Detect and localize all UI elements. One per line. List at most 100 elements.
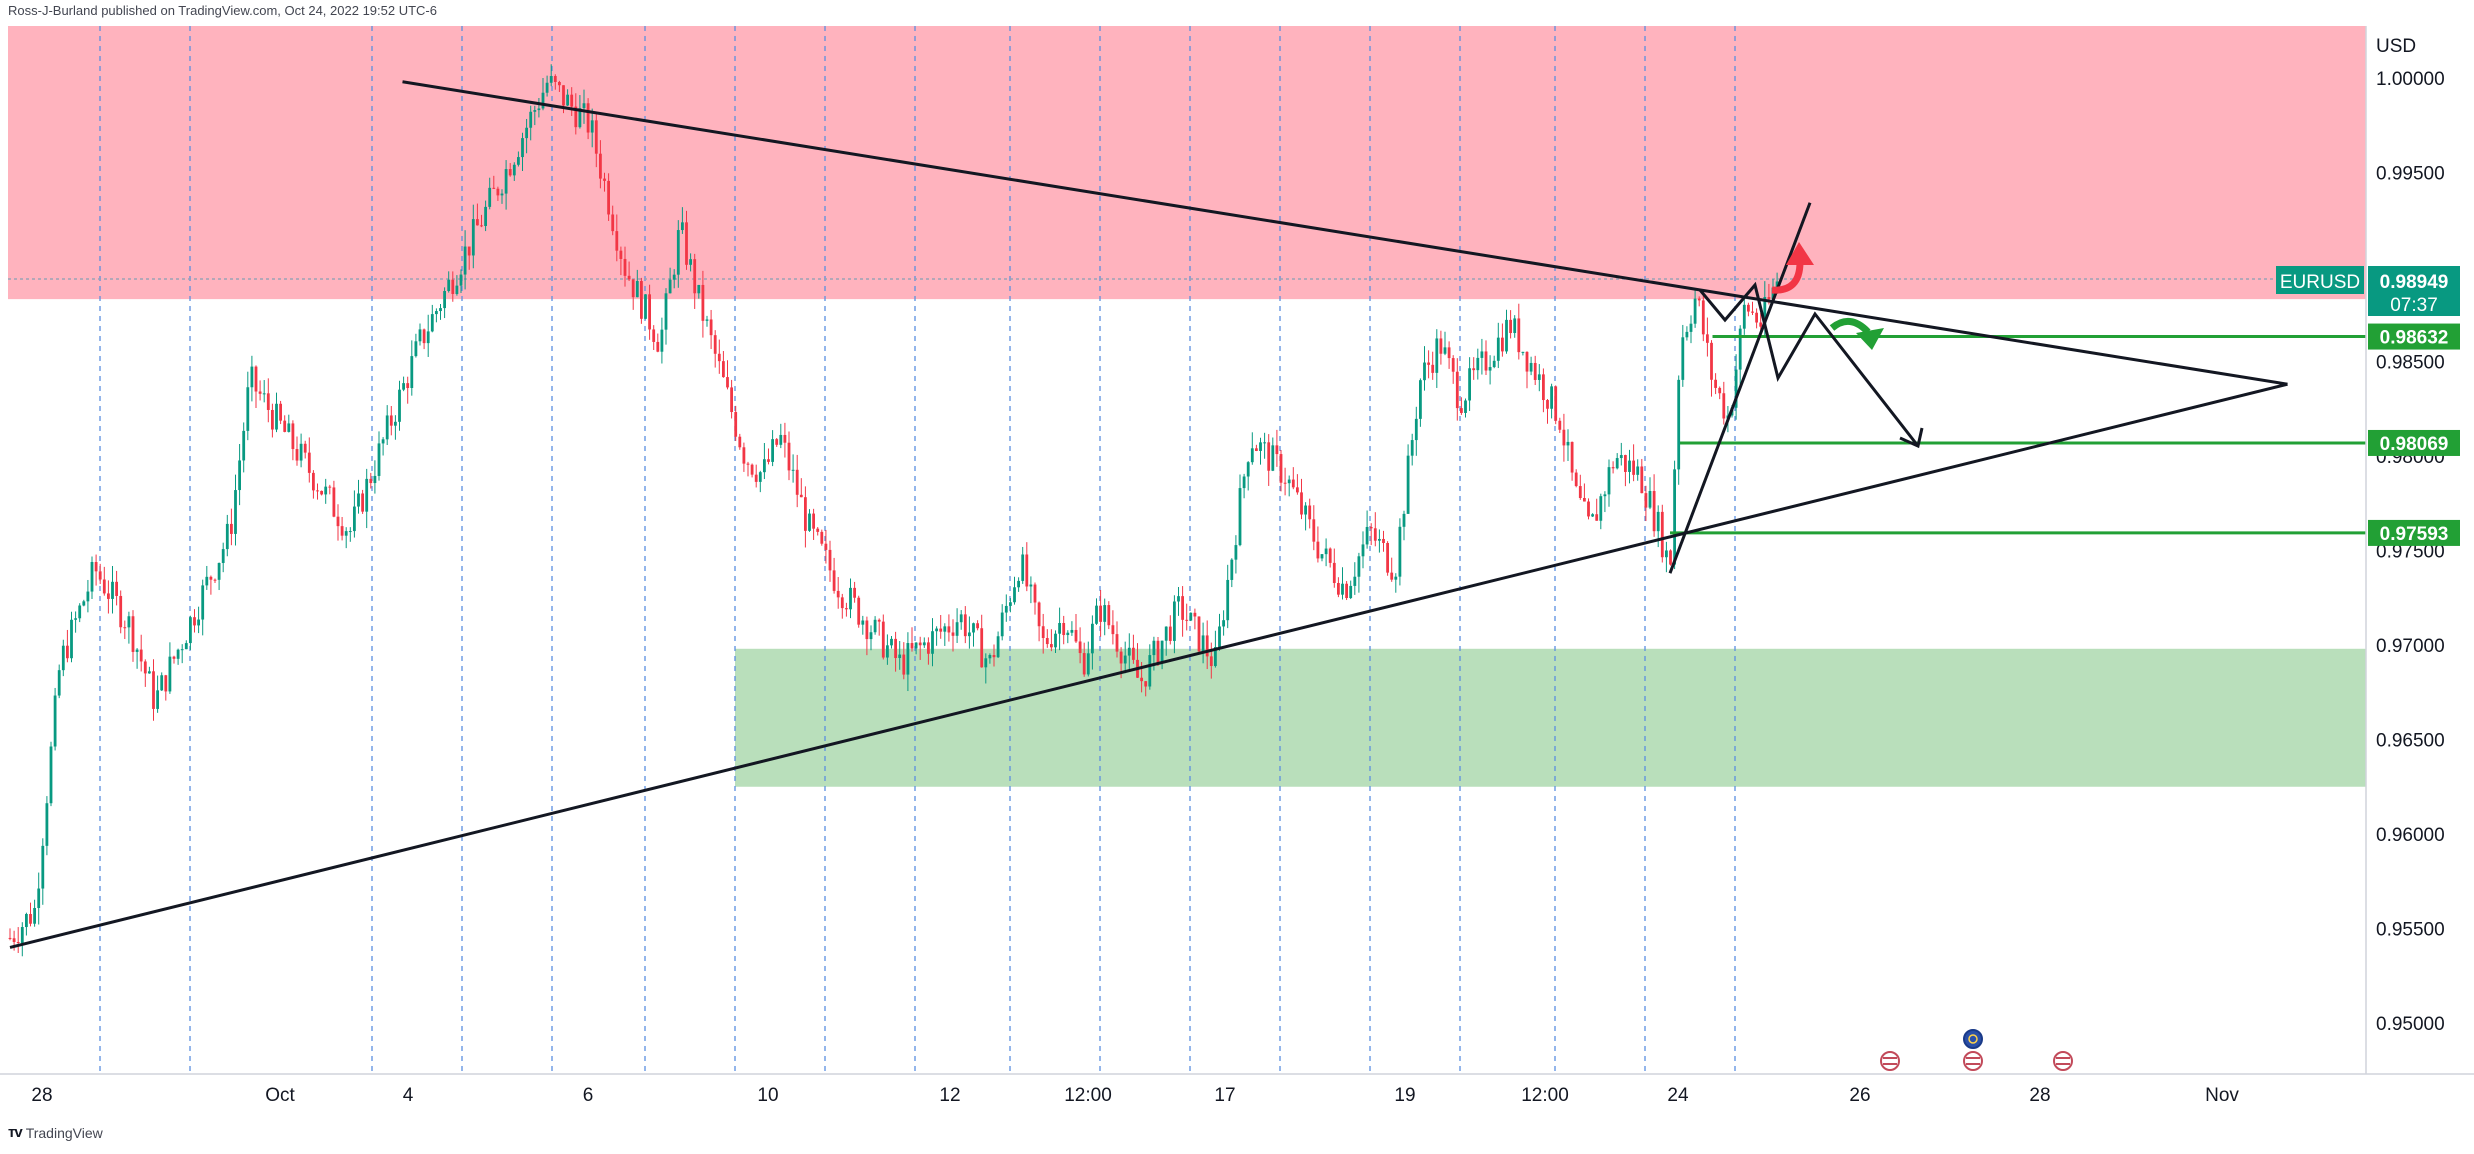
- candle[interactable]: [648, 284, 651, 340]
- candle[interactable]: [1275, 429, 1279, 467]
- candle[interactable]: [381, 437, 385, 456]
- candle[interactable]: [1173, 595, 1176, 654]
- candle[interactable]: [123, 620, 127, 640]
- candle[interactable]: [701, 270, 705, 338]
- candle[interactable]: [25, 912, 28, 936]
- candle[interactable]: [1025, 542, 1029, 592]
- candle[interactable]: [1341, 567, 1344, 600]
- candle[interactable]: [283, 415, 287, 433]
- candle[interactable]: [1209, 642, 1213, 679]
- candle[interactable]: [1423, 346, 1426, 391]
- candle[interactable]: [57, 664, 61, 699]
- level-tag-1[interactable]: 0.98632: [2368, 323, 2460, 350]
- candle[interactable]: [348, 527, 352, 542]
- candle[interactable]: [1320, 553, 1324, 562]
- candle[interactable]: [307, 437, 311, 483]
- candle[interactable]: [1062, 615, 1066, 645]
- candle[interactable]: [1669, 549, 1672, 566]
- candle[interactable]: [90, 556, 94, 600]
- candle[interactable]: [1701, 292, 1705, 342]
- candle[interactable]: [230, 508, 233, 546]
- candle[interactable]: [1185, 603, 1189, 631]
- candle[interactable]: [176, 648, 180, 665]
- candle[interactable]: [1017, 577, 1020, 592]
- candle[interactable]: [1394, 573, 1398, 593]
- candle[interactable]: [20, 922, 24, 957]
- candle[interactable]: [1550, 383, 1553, 419]
- candle[interactable]: [676, 220, 680, 288]
- candle[interactable]: [1566, 429, 1570, 461]
- candle[interactable]: [1554, 385, 1558, 425]
- candle[interactable]: [1460, 397, 1463, 415]
- candle[interactable]: [1665, 541, 1668, 573]
- candle[interactable]: [652, 325, 656, 351]
- candle[interactable]: [824, 529, 828, 564]
- candle[interactable]: [426, 314, 430, 357]
- candle[interactable]: [976, 620, 979, 631]
- candle[interactable]: [783, 422, 787, 458]
- candle[interactable]: [398, 380, 401, 431]
- candle[interactable]: [1587, 498, 1590, 520]
- candle[interactable]: [1041, 613, 1045, 654]
- candle[interactable]: [258, 380, 262, 401]
- candle[interactable]: [726, 360, 729, 390]
- candle[interactable]: [1009, 598, 1012, 613]
- event-flag-us-2[interactable]: [1963, 1051, 1983, 1071]
- candle[interactable]: [1509, 310, 1512, 339]
- candle[interactable]: [373, 460, 377, 494]
- candle[interactable]: [873, 616, 877, 635]
- candle[interactable]: [1685, 326, 1689, 341]
- candle[interactable]: [1521, 351, 1525, 356]
- candle[interactable]: [1501, 323, 1504, 357]
- candle[interactable]: [41, 838, 45, 905]
- candle[interactable]: [594, 113, 598, 168]
- candle[interactable]: [1628, 449, 1631, 484]
- candle[interactable]: [631, 279, 635, 310]
- candle[interactable]: [1570, 441, 1574, 481]
- candle[interactable]: [1378, 529, 1381, 553]
- candle[interactable]: [1468, 357, 1471, 411]
- candle[interactable]: [316, 483, 319, 500]
- candle[interactable]: [713, 330, 717, 368]
- candle[interactable]: [1337, 577, 1340, 598]
- candle[interactable]: [1353, 562, 1357, 595]
- candle[interactable]: [914, 642, 918, 655]
- candle[interactable]: [1021, 546, 1025, 584]
- candle[interactable]: [1710, 340, 1713, 397]
- candle[interactable]: [943, 623, 947, 646]
- candle[interactable]: [984, 653, 988, 684]
- candle[interactable]: [537, 97, 541, 118]
- candle[interactable]: [1558, 417, 1562, 433]
- candle[interactable]: [623, 246, 627, 287]
- candle[interactable]: [328, 484, 332, 495]
- candle[interactable]: [758, 470, 762, 493]
- candle[interactable]: [603, 172, 606, 192]
- candle[interactable]: [102, 566, 106, 596]
- candle[interactable]: [1619, 442, 1623, 466]
- candle[interactable]: [881, 614, 885, 660]
- candle[interactable]: [1443, 331, 1447, 356]
- candle[interactable]: [512, 162, 516, 181]
- candle[interactable]: [672, 269, 676, 289]
- candle[interactable]: [1439, 330, 1443, 365]
- candle[interactable]: [992, 644, 996, 667]
- candle[interactable]: [471, 204, 475, 269]
- candle[interactable]: [1267, 434, 1271, 486]
- candle[interactable]: [1513, 315, 1517, 338]
- candle[interactable]: [496, 186, 500, 201]
- candle[interactable]: [865, 616, 869, 656]
- candle[interactable]: [262, 380, 266, 403]
- candle[interactable]: [45, 796, 49, 856]
- candle[interactable]: [1312, 505, 1316, 551]
- candle[interactable]: [488, 177, 492, 210]
- candle[interactable]: [1734, 354, 1738, 420]
- candle[interactable]: [156, 675, 159, 713]
- candle[interactable]: [635, 269, 639, 298]
- candle[interactable]: [910, 627, 914, 652]
- candle[interactable]: [804, 486, 807, 548]
- candle[interactable]: [775, 438, 779, 447]
- candle[interactable]: [361, 489, 364, 514]
- candle[interactable]: [74, 611, 77, 633]
- candle[interactable]: [1103, 598, 1107, 636]
- candle[interactable]: [1492, 355, 1496, 369]
